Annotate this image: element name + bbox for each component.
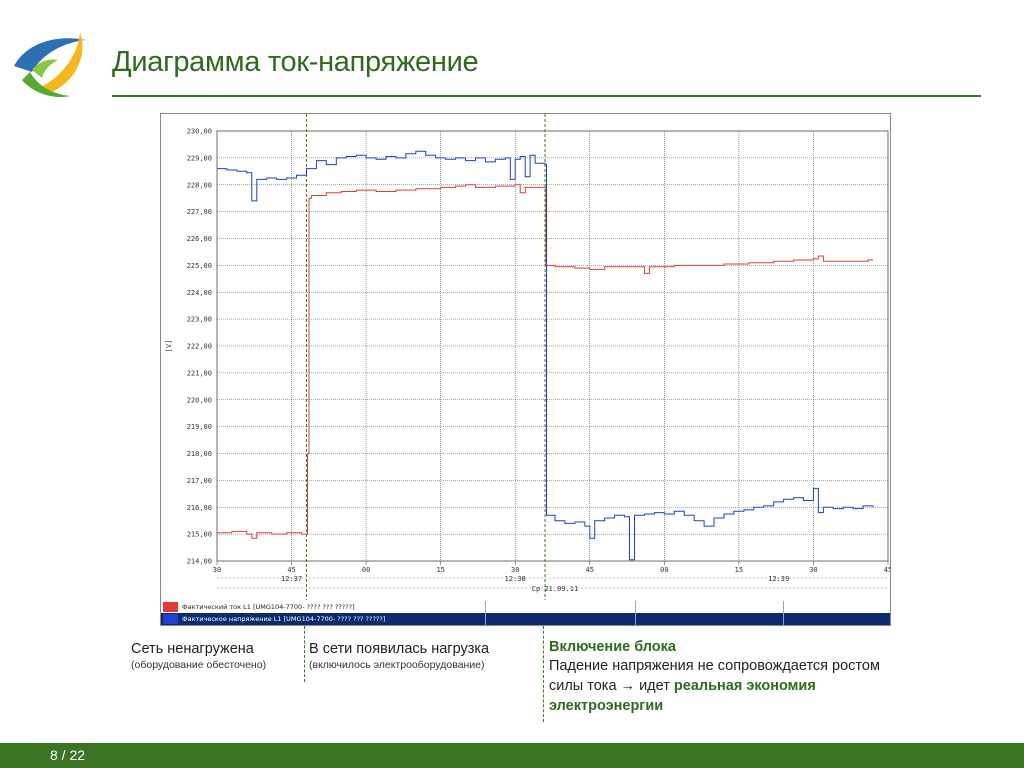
legend-label-voltage: Фактическое напряжение L1 [UMG104-7700- … bbox=[182, 615, 386, 623]
legend-row-voltage[interactable]: Фактическое напряжение L1 [UMG104-7700- … bbox=[161, 613, 890, 625]
annotation-no-load-heading: Сеть ненагружена bbox=[131, 641, 254, 657]
plot-area bbox=[216, 130, 889, 562]
y-tick-label: 221,00 bbox=[187, 369, 212, 377]
annotation-load-on-note: (включилось электрооборудование) bbox=[309, 659, 485, 671]
y-tick-label: 216,00 bbox=[187, 504, 212, 512]
annotation-no-load-note: (оборудование обесточено) bbox=[131, 659, 267, 671]
y-tick-label: 230,00 bbox=[187, 128, 212, 136]
event-guide-load-on bbox=[304, 626, 305, 682]
legend-divider bbox=[485, 613, 486, 625]
y-tick-label: 218,00 bbox=[187, 450, 212, 458]
minute-label: 12:39 bbox=[768, 575, 789, 583]
x-tick-label: 15 bbox=[735, 566, 743, 574]
x-tick-label: 30 bbox=[809, 566, 817, 574]
legend-swatch-current bbox=[163, 602, 178, 612]
x-tick-label: 00 bbox=[362, 566, 370, 574]
y-tick-label: 223,00 bbox=[187, 316, 212, 324]
voltage-series-line bbox=[217, 150, 874, 561]
x-tick-label: 15 bbox=[436, 566, 444, 574]
logo-light-green-swoosh bbox=[32, 59, 58, 78]
y-tick-label: 228,00 bbox=[187, 181, 212, 189]
y-tick-label: 226,00 bbox=[187, 235, 212, 243]
voltage-current-chart: 214,00 215,00 216,00 217,00 218,00 219,00 220,… bbox=[160, 113, 891, 626]
minute-label: 12:37 bbox=[281, 575, 302, 583]
y-tick-label: 215,00 bbox=[187, 531, 212, 539]
legend-label-current: Фактический ток L1 [UMG104-7700- ???? ??… bbox=[182, 603, 355, 611]
y-tick-label: 214,00 bbox=[187, 558, 212, 566]
event-guide-block-on bbox=[543, 626, 544, 722]
title-underline bbox=[112, 95, 981, 97]
annotation-block-on: Включение блока Падение напряжения не со… bbox=[549, 638, 899, 716]
y-axis-label: [V] bbox=[165, 340, 173, 353]
company-logo bbox=[14, 32, 86, 98]
annotation-block-on-heading: Включение блока bbox=[549, 639, 676, 655]
y-tick-label: 229,00 bbox=[187, 154, 212, 162]
legend-divider bbox=[635, 613, 636, 625]
y-tick-label: 225,00 bbox=[187, 262, 212, 270]
y-tick-label: 222,00 bbox=[187, 343, 212, 351]
x-tick-label: 30 bbox=[511, 566, 519, 574]
legend-divider bbox=[783, 601, 784, 613]
annotation-load-on: В сети появилась нагрузка (включилось эл… bbox=[309, 640, 539, 673]
y-tick-label: 224,00 bbox=[187, 289, 212, 297]
annotation-no-load: Сеть ненагружена (оборудование обесточен… bbox=[131, 640, 299, 673]
slide-title: Диаграмма ток-напряжение bbox=[112, 46, 479, 78]
legend-divider bbox=[635, 601, 636, 613]
logo-blue-swoosh bbox=[14, 38, 86, 72]
x-tick-label: 45 bbox=[287, 566, 295, 574]
x-tick-label: 00 bbox=[660, 566, 668, 574]
legend-divider bbox=[783, 613, 784, 625]
logo-green-swoosh bbox=[22, 72, 70, 98]
current-series-line bbox=[217, 184, 874, 539]
chart-legend: Фактический ток L1 [UMG104-7700- ???? ??… bbox=[161, 600, 890, 625]
y-tick-label: 219,00 bbox=[187, 423, 212, 431]
annotation-block-on-body: Падение напряжения не сопровождается рос… bbox=[549, 658, 880, 694]
slide-footer: 8 / 22 bbox=[0, 743, 1024, 768]
legend-swatch-voltage bbox=[163, 614, 178, 624]
y-tick-label: 220,00 bbox=[187, 396, 212, 404]
y-tick-label: 227,00 bbox=[187, 208, 212, 216]
y-tick-label: 217,00 bbox=[187, 477, 212, 485]
annotation-block-on-text: Падение напряжения не сопровождается рос… bbox=[549, 656, 889, 716]
x-tick-label: 45 bbox=[884, 566, 890, 574]
annotation-block-on-emphasis: реальная экономия электроэнергии bbox=[549, 678, 816, 714]
minute-label: 12:38 bbox=[505, 575, 526, 583]
page-number: 8 / 22 bbox=[50, 747, 86, 763]
chart-canvas: 214,00 215,00 216,00 217,00 218,00 219,00 220,… bbox=[165, 114, 890, 600]
legend-divider bbox=[485, 601, 486, 613]
x-tick-label: 30 bbox=[213, 566, 221, 574]
date-label: Ср 21.09.11 bbox=[532, 585, 578, 593]
x-tick-label: 45 bbox=[586, 566, 594, 574]
annotation-load-on-heading: В сети появилась нагрузка bbox=[309, 641, 490, 657]
